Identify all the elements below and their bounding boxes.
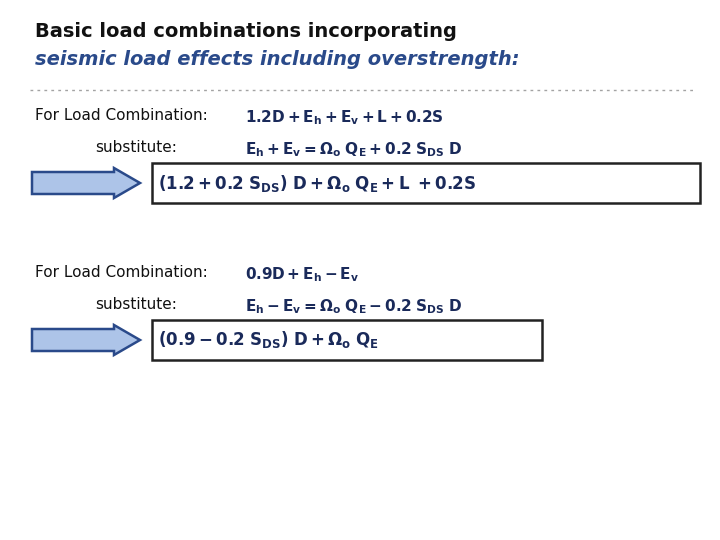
Text: $\mathbf{(0.9 - 0.2\ S_{DS})\ D + \Omega_o\ Q_E}$: $\mathbf{(0.9 - 0.2\ S_{DS})\ D + \Omega…	[158, 329, 379, 350]
Text: Basic load combinations incorporating: Basic load combinations incorporating	[35, 22, 457, 41]
FancyArrow shape	[32, 325, 140, 355]
Text: substitute:: substitute:	[95, 297, 177, 312]
Text: seismic load effects including overstrength:: seismic load effects including overstren…	[35, 50, 520, 69]
FancyArrow shape	[32, 168, 140, 198]
Text: $\mathbf{E_h + E_v = \Omega_o\ Q_E + 0.2\ S_{DS}\ D}$: $\mathbf{E_h + E_v = \Omega_o\ Q_E + 0.2…	[245, 140, 463, 159]
Text: substitute:: substitute:	[95, 140, 177, 155]
Text: $\mathbf{0.9D + E_h - E_v}$: $\mathbf{0.9D + E_h - E_v}$	[245, 265, 359, 284]
Text: For Load Combination:: For Load Combination:	[35, 265, 208, 280]
FancyBboxPatch shape	[152, 320, 542, 360]
Text: $\mathbf{1.2D + E_h + E_v + L + 0.2S}$: $\mathbf{1.2D + E_h + E_v + L + 0.2S}$	[245, 108, 444, 127]
Text: $\mathbf{(1.2 + 0.2\ S_{DS})\ D + \Omega_o\ Q_E + L\ +0.2S}$: $\mathbf{(1.2 + 0.2\ S_{DS})\ D + \Omega…	[158, 172, 476, 193]
Text: For Load Combination:: For Load Combination:	[35, 108, 208, 123]
Text: $\mathbf{E_h - E_v = \Omega_o\ Q_E - 0.2\ S_{DS}\ D}$: $\mathbf{E_h - E_v = \Omega_o\ Q_E - 0.2…	[245, 297, 463, 316]
FancyBboxPatch shape	[152, 163, 700, 203]
